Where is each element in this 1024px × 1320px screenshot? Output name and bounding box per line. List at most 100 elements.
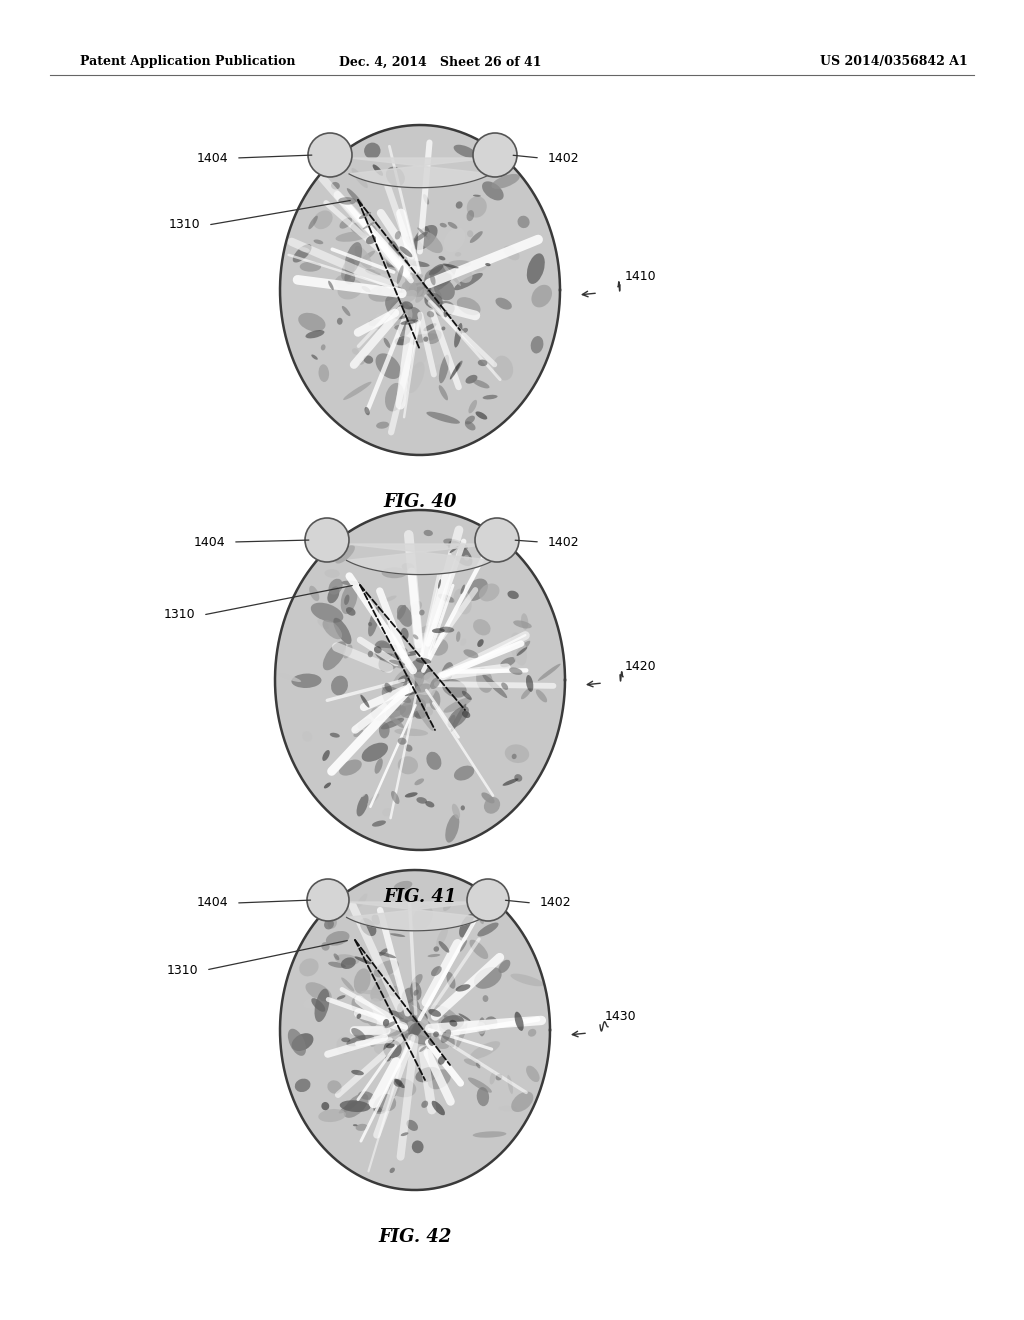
Ellipse shape	[424, 323, 436, 331]
Ellipse shape	[404, 792, 418, 797]
Ellipse shape	[335, 545, 355, 564]
Ellipse shape	[477, 912, 484, 924]
Ellipse shape	[409, 676, 421, 692]
Ellipse shape	[376, 421, 389, 429]
Ellipse shape	[370, 1030, 383, 1047]
Ellipse shape	[379, 952, 396, 958]
Ellipse shape	[416, 657, 431, 664]
Ellipse shape	[415, 231, 428, 242]
Ellipse shape	[410, 1005, 428, 1024]
Ellipse shape	[454, 273, 483, 290]
Ellipse shape	[415, 284, 424, 294]
Ellipse shape	[392, 668, 413, 690]
Ellipse shape	[384, 338, 390, 348]
Ellipse shape	[412, 1028, 420, 1036]
Text: 1410: 1410	[625, 271, 656, 284]
Ellipse shape	[517, 215, 529, 228]
Ellipse shape	[404, 669, 434, 692]
Ellipse shape	[323, 620, 342, 639]
Ellipse shape	[469, 940, 488, 960]
Ellipse shape	[501, 682, 508, 690]
Ellipse shape	[482, 395, 498, 400]
Ellipse shape	[485, 263, 490, 267]
Ellipse shape	[346, 1035, 375, 1047]
Ellipse shape	[374, 647, 382, 653]
Ellipse shape	[368, 793, 379, 805]
Ellipse shape	[394, 325, 409, 330]
Ellipse shape	[337, 995, 345, 999]
Ellipse shape	[433, 364, 450, 380]
Ellipse shape	[404, 1034, 432, 1045]
Ellipse shape	[461, 585, 465, 594]
Ellipse shape	[386, 624, 394, 634]
Ellipse shape	[447, 222, 458, 228]
Ellipse shape	[372, 915, 380, 925]
Ellipse shape	[351, 1071, 364, 1076]
Ellipse shape	[295, 1078, 310, 1092]
Ellipse shape	[401, 281, 417, 296]
Ellipse shape	[511, 1092, 534, 1111]
Ellipse shape	[382, 808, 392, 816]
Ellipse shape	[428, 1008, 441, 1016]
Ellipse shape	[384, 1022, 396, 1028]
Ellipse shape	[432, 628, 444, 634]
Ellipse shape	[379, 648, 401, 672]
Ellipse shape	[464, 554, 469, 561]
Ellipse shape	[371, 708, 385, 721]
Ellipse shape	[513, 620, 531, 628]
Ellipse shape	[465, 421, 475, 430]
Ellipse shape	[395, 338, 407, 346]
Ellipse shape	[397, 1007, 408, 1023]
Ellipse shape	[300, 261, 322, 272]
Ellipse shape	[456, 985, 470, 991]
Ellipse shape	[397, 265, 403, 284]
Ellipse shape	[394, 880, 413, 891]
Ellipse shape	[393, 1080, 402, 1086]
Ellipse shape	[331, 676, 348, 696]
Ellipse shape	[322, 1102, 330, 1110]
Ellipse shape	[538, 664, 561, 681]
Ellipse shape	[302, 731, 312, 742]
Ellipse shape	[385, 296, 406, 319]
Ellipse shape	[389, 1168, 395, 1173]
Ellipse shape	[510, 632, 527, 665]
Ellipse shape	[356, 1014, 361, 1019]
Ellipse shape	[360, 990, 395, 994]
Ellipse shape	[406, 334, 439, 343]
Ellipse shape	[395, 1030, 408, 1048]
Ellipse shape	[342, 306, 350, 315]
Ellipse shape	[438, 256, 445, 260]
Ellipse shape	[443, 697, 472, 713]
Ellipse shape	[335, 275, 351, 288]
Text: 1402: 1402	[548, 536, 580, 549]
Ellipse shape	[476, 668, 493, 693]
Ellipse shape	[406, 236, 419, 247]
Text: FIG. 40: FIG. 40	[383, 492, 457, 511]
Ellipse shape	[459, 913, 474, 937]
Ellipse shape	[521, 688, 531, 700]
Ellipse shape	[337, 318, 343, 325]
Ellipse shape	[360, 251, 375, 261]
Ellipse shape	[341, 957, 356, 969]
Text: 1310: 1310	[166, 964, 198, 977]
Ellipse shape	[407, 362, 425, 393]
Ellipse shape	[438, 1056, 445, 1065]
Ellipse shape	[367, 1015, 377, 1027]
Ellipse shape	[336, 231, 369, 242]
Ellipse shape	[468, 400, 477, 413]
Ellipse shape	[371, 974, 398, 1002]
Ellipse shape	[516, 640, 530, 655]
Ellipse shape	[381, 718, 404, 730]
Ellipse shape	[355, 1123, 368, 1131]
Ellipse shape	[404, 260, 430, 267]
Ellipse shape	[377, 652, 404, 669]
Ellipse shape	[441, 326, 445, 330]
Ellipse shape	[386, 1044, 394, 1048]
Ellipse shape	[339, 1102, 357, 1114]
Ellipse shape	[424, 269, 438, 285]
Ellipse shape	[341, 977, 354, 991]
Ellipse shape	[482, 995, 488, 1002]
Ellipse shape	[400, 1133, 409, 1137]
Ellipse shape	[416, 288, 427, 302]
Ellipse shape	[293, 244, 311, 263]
